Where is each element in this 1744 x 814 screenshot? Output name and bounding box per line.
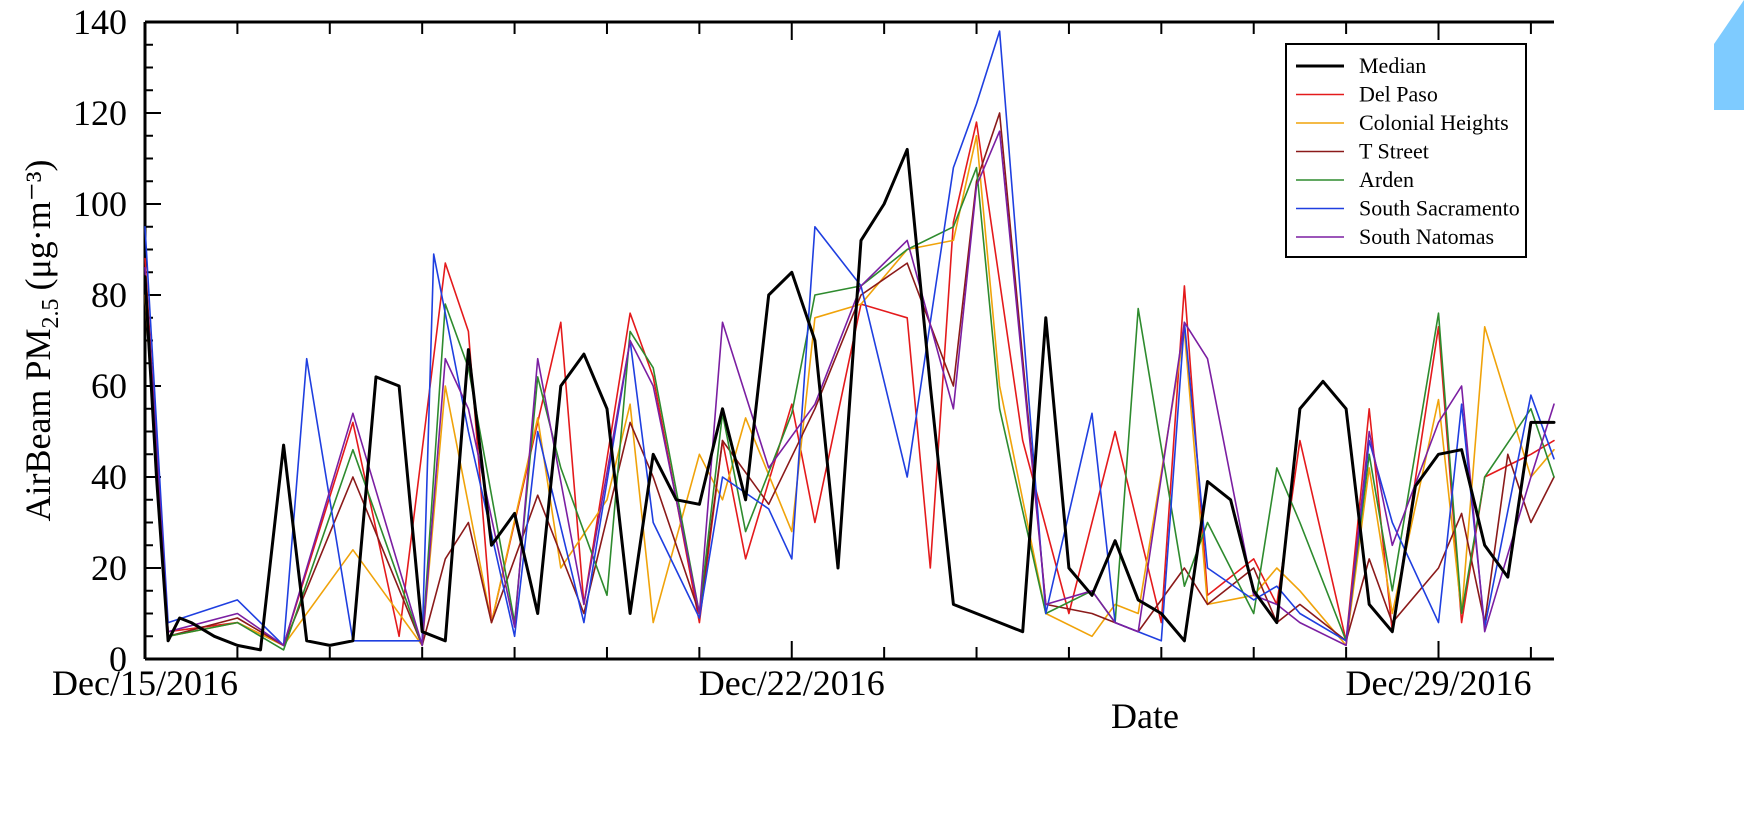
y-tick-label: 0 — [109, 639, 127, 679]
legend-label: South Sacramento — [1359, 196, 1520, 221]
legend-label: South Natomas — [1359, 224, 1494, 249]
legend-label: Arden — [1359, 167, 1414, 192]
x-tick-label: Dec/29/2016 — [1346, 663, 1532, 703]
legend-box — [1285, 43, 1527, 258]
y-axis: 0 20 40 60 80 100 120 140 — [73, 2, 161, 679]
y-axis-title-subscript: 2.5 — [38, 299, 64, 329]
series-colonial-heights — [144, 135, 1555, 647]
series-del-paso — [144, 121, 1555, 647]
y-tick-label: 60 — [91, 366, 127, 406]
legend: Median Del Paso Colonial Heights T Street Ar… — [1285, 43, 1527, 258]
x-axis-title: Date — [1111, 696, 1179, 736]
legend-label: T Street — [1359, 139, 1429, 164]
y-axis-title-units: (μg·m⁻³) — [18, 159, 58, 290]
legend-label: Median — [1359, 53, 1426, 78]
y-axis-title: AirBeam PM2.5 (μg·m⁻³) — [18, 159, 64, 521]
y-tick-label: 40 — [91, 457, 127, 497]
y-tick-label: 80 — [91, 275, 127, 315]
x-tick-label: Dec/15/2016 — [52, 663, 238, 703]
series-median — [143, 147, 1556, 652]
y-tick-label: 20 — [91, 548, 127, 588]
legend-label: Colonial Heights — [1359, 110, 1509, 135]
series-south-natomas — [144, 130, 1555, 647]
y-tick-label: 140 — [73, 2, 127, 42]
x-axis: Dec/15/2016 Dec/22/2016 Dec/29/2016 — [52, 22, 1532, 703]
y-tick-label: 100 — [73, 184, 127, 224]
y-axis-title-main: AirBeam PM — [18, 329, 58, 522]
legend-label: Del Paso — [1359, 82, 1438, 107]
series-t-street — [144, 112, 1555, 647]
x-tick-label: Dec/22/2016 — [699, 663, 885, 703]
series-layer — [143, 30, 1556, 652]
y-tick-label: 120 — [73, 93, 127, 133]
